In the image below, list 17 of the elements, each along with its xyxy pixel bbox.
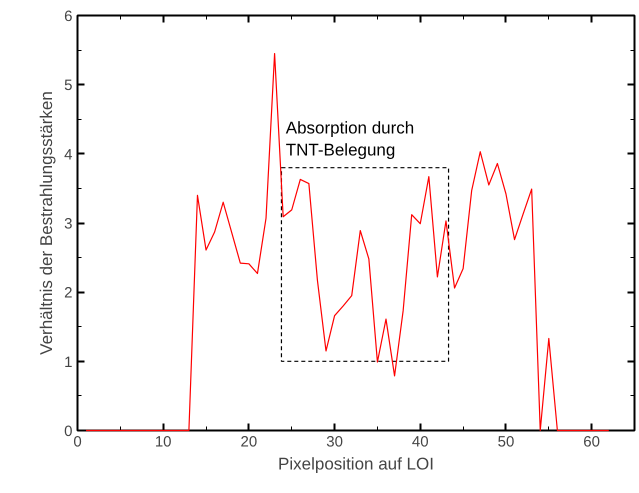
y-tick-label: 0	[64, 423, 72, 440]
y-tick-label: 6	[64, 8, 72, 25]
annotation: Absorption durch TNT-Belegung	[286, 118, 414, 160]
x-tick-label: 50	[498, 434, 514, 450]
x-tick-label: 20	[240, 434, 258, 450]
line-series	[85, 52, 610, 432]
y-tick-label: 5	[64, 77, 72, 94]
y-axis-title: Verhältnis der Bestrahlungsstärken	[37, 91, 56, 355]
x-axis-title: Pixelposition auf LOI	[278, 454, 434, 474]
y-tick-label: 3	[64, 216, 72, 232]
x-tick-label: 30	[326, 434, 343, 450]
y-tick-label: 1	[64, 354, 72, 371]
y-tick-label: 2	[64, 284, 72, 302]
y-tick-label: 4	[64, 146, 72, 164]
x-tick-label: 60	[583, 434, 600, 450]
x-tick-label: 40	[412, 434, 429, 450]
x-tick-label: 10	[154, 434, 172, 450]
